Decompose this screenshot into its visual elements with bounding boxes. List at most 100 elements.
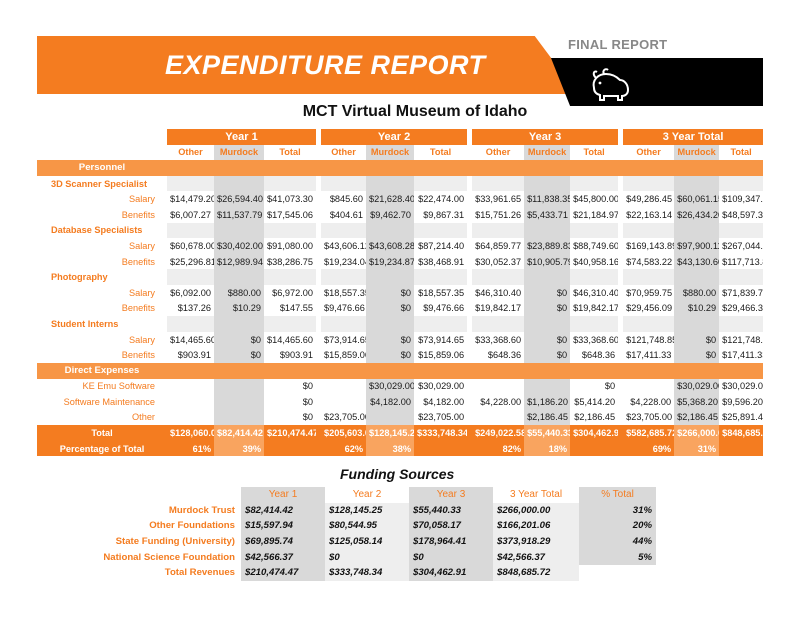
spacer-cell	[316, 160, 322, 176]
value-cell: $6,007.27	[170, 209, 211, 220]
value-cell: $45,800.00	[573, 194, 619, 205]
line-item-row: KE Emu Software $0 $30,029.00 $30,029.00 $0 $…	[37, 378, 763, 395]
value-cell: $333,748.34	[414, 425, 468, 441]
line-item-label: KE Emu Software	[82, 381, 155, 392]
empty-cell	[414, 269, 468, 285]
funding-value: $304,462.91	[409, 564, 493, 581]
value-cell: $18,557.35	[418, 287, 465, 298]
value-cell: $22,163.14	[626, 209, 673, 220]
empty-cell	[719, 316, 764, 332]
value-cell	[570, 440, 619, 457]
funding-column-header: % Total	[579, 487, 656, 503]
empty-cell	[214, 175, 264, 192]
funding-value: $128,145.25	[325, 502, 409, 519]
value-cell: $117,713.82	[722, 256, 763, 267]
value-cell: $97,900.11	[674, 238, 720, 254]
empty-cell	[264, 362, 317, 379]
value-cell: $137.26	[177, 303, 211, 314]
value-cell: $249,022.58	[472, 425, 525, 441]
total-label: Total	[37, 425, 167, 441]
value-cell	[264, 440, 317, 457]
value-cell: $30,029.00	[418, 381, 465, 392]
empty-cell	[623, 222, 675, 239]
line-item-label: Software Maintenance	[63, 396, 155, 407]
value-cell	[214, 409, 264, 426]
funding-value: $42,566.37	[493, 549, 579, 565]
funding-value: $178,964.41	[409, 533, 493, 550]
funding-value: $0	[409, 549, 493, 565]
value-cell	[214, 394, 264, 410]
value-cell: $903.91	[177, 350, 211, 361]
empty-cell	[524, 222, 571, 239]
value-cell: $4,228.00	[480, 396, 522, 407]
empty-cell	[674, 175, 720, 192]
empty-cell	[719, 362, 764, 379]
value-cell: $14,465.60	[170, 334, 214, 345]
empty-cell	[264, 316, 317, 332]
column-header: Total	[279, 147, 301, 158]
percentage-row: Percentage of Total 61% 39% 62% 38% 82% 18% 69%…	[37, 440, 764, 457]
funding-source-label: Murdock Trust	[168, 504, 235, 516]
line-item-label: Benefits	[121, 350, 155, 361]
value-cell: $33,961.65	[475, 194, 522, 205]
report-title: EXPENDITURE REPORT	[165, 50, 486, 80]
funding-column-header: 3 Year Total	[509, 489, 563, 501]
corner-cell	[37, 129, 167, 145]
column-header: Total	[730, 147, 752, 158]
value-cell: $0	[674, 331, 720, 348]
percentage-label: Percentage of Total	[37, 440, 167, 457]
empty-cell	[570, 175, 619, 192]
value-cell	[472, 379, 524, 395]
funding-value: $15,597.94	[241, 518, 325, 534]
value-cell: $121,748.85	[722, 334, 763, 345]
funding-value: $125,058.14	[325, 533, 409, 550]
value-cell: $582,685.72	[623, 425, 675, 441]
value-cell: $6,972.00	[272, 287, 314, 298]
funding-value: 44%	[579, 533, 656, 550]
value-cell: $30,029.00	[366, 378, 415, 395]
value-cell: $33,368.60	[573, 334, 619, 345]
value-cell: $73,914.65	[418, 334, 465, 345]
group-row: Photography	[37, 269, 764, 285]
funding-value: $333,748.34	[325, 564, 409, 581]
empty-cell	[472, 222, 525, 239]
value-cell: $15,859.06	[418, 350, 465, 361]
empty-cell	[414, 222, 468, 239]
empty-cell	[674, 316, 720, 332]
spacer-cell	[618, 129, 624, 145]
funding-value: $166,201.06	[493, 518, 579, 534]
funding-row: Murdock Trust $82,414.42 $128,145.25 $55,44…	[86, 502, 656, 519]
empty-cell	[167, 316, 214, 332]
value-cell	[167, 410, 214, 426]
corner-cell	[86, 487, 241, 503]
column-header: Murdock	[214, 144, 264, 161]
value-cell	[214, 378, 264, 395]
value-cell: $46,310.40	[573, 287, 619, 298]
value-cell: $2,186.45	[574, 412, 616, 423]
museum-subtitle: MCT Virtual Museum of Idaho	[302, 103, 528, 120]
group-label: Student Interns	[51, 318, 119, 329]
empty-cell	[570, 222, 619, 239]
spacer-cell	[467, 425, 473, 441]
funding-value: 31%	[579, 502, 656, 519]
value-cell: $9,867.31	[423, 209, 465, 220]
value-cell: $25,891.45	[722, 412, 763, 423]
value-cell: $43,130.60	[674, 253, 720, 270]
funding-source-label: State Funding (University)	[115, 536, 235, 548]
line-item-label: Benefits	[121, 209, 155, 220]
funding-value: $70,058.17	[409, 518, 493, 534]
column-header: Other	[331, 147, 356, 158]
value-cell: $4,182.00	[366, 394, 415, 410]
value-cell: $23,705.00	[324, 412, 367, 423]
line-item-row: Salary $14,479.20 $26,594.40 $41,073.30 $845…	[37, 191, 763, 207]
empty-cell	[674, 222, 720, 239]
value-cell: $4,182.00	[423, 396, 465, 407]
funding-value: 5%	[579, 549, 656, 565]
value-cell: $18,557.35	[324, 287, 367, 298]
value-cell: $46,310.40	[475, 287, 522, 298]
column-header: Murdock	[366, 144, 415, 161]
value-cell: $25,296.81	[170, 256, 214, 267]
line-item-label: Benefits	[121, 303, 155, 314]
value-cell: $304,462.91	[570, 425, 619, 441]
value-cell: $38,286.75	[267, 256, 314, 267]
